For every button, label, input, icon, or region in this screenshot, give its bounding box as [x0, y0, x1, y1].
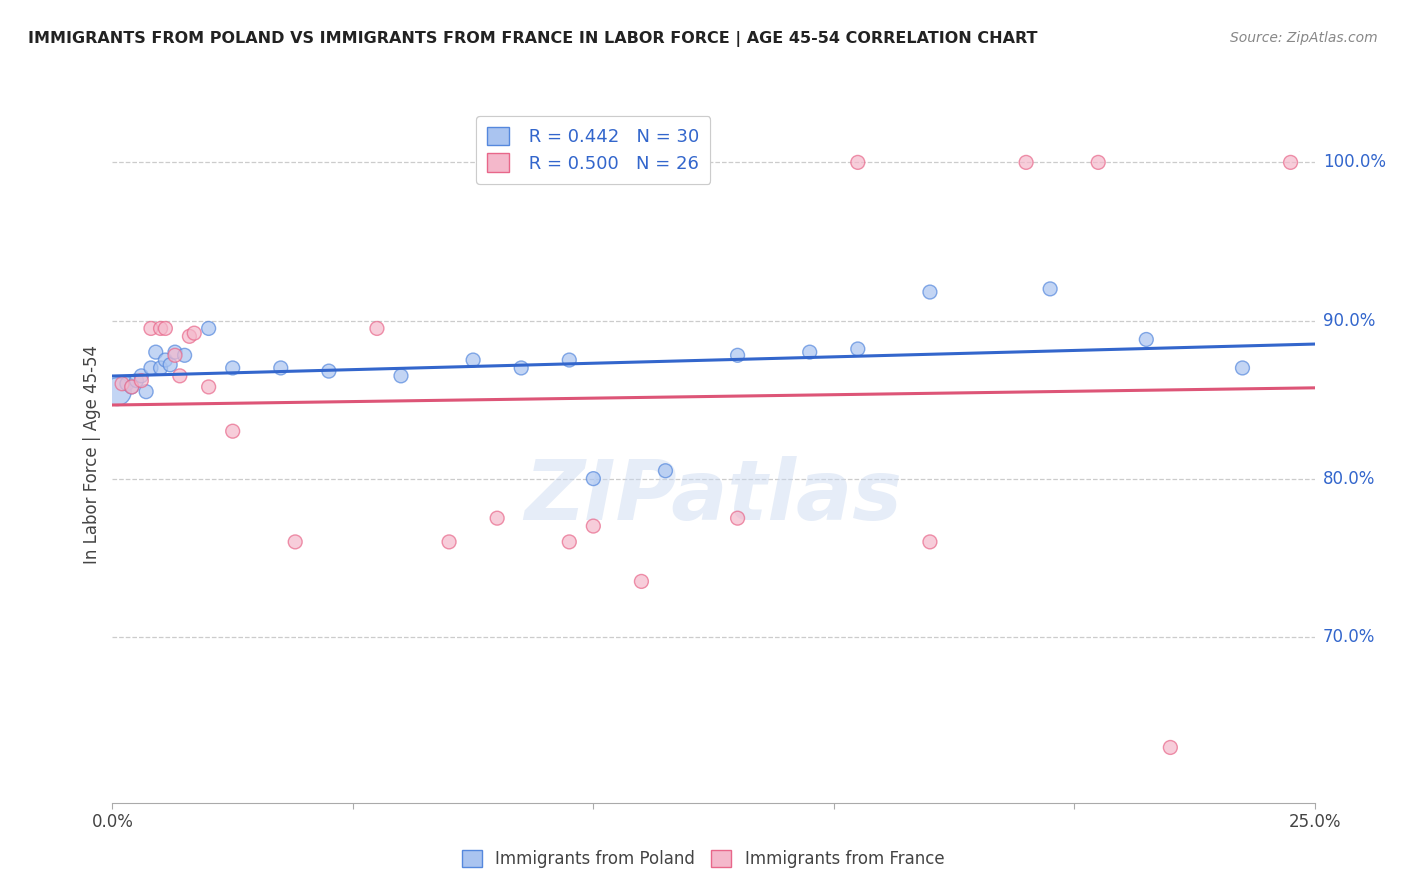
- Point: [125, 374, 148, 388]
- Point: [179, 329, 201, 343]
- Point: [163, 345, 186, 359]
- Point: [139, 321, 162, 335]
- Point: [918, 534, 941, 549]
- Point: [846, 155, 869, 169]
- Point: [510, 360, 533, 375]
- Point: [155, 353, 177, 368]
- Point: [163, 348, 186, 362]
- Point: [149, 321, 172, 335]
- Point: [284, 534, 307, 549]
- Point: [1279, 155, 1302, 169]
- Point: [197, 380, 219, 394]
- Point: [1039, 282, 1062, 296]
- Point: [461, 353, 484, 368]
- Point: [145, 345, 167, 359]
- Point: [727, 511, 749, 525]
- Y-axis label: In Labor Force | Age 45-54: In Labor Force | Age 45-54: [83, 345, 101, 565]
- Point: [111, 376, 134, 391]
- Point: [918, 285, 941, 299]
- Point: [131, 368, 153, 383]
- Text: IMMIGRANTS FROM POLAND VS IMMIGRANTS FROM FRANCE IN LABOR FORCE | AGE 45-54 CORR: IMMIGRANTS FROM POLAND VS IMMIGRANTS FRO…: [28, 31, 1038, 47]
- Text: 70.0%: 70.0%: [1323, 628, 1375, 646]
- Point: [727, 348, 749, 362]
- Legend:  R = 0.442   N = 30,  R = 0.500   N = 26: R = 0.442 N = 30, R = 0.500 N = 26: [477, 116, 710, 184]
- Point: [139, 360, 162, 375]
- Text: ZIPatlas: ZIPatlas: [524, 456, 903, 537]
- Point: [270, 360, 292, 375]
- Point: [437, 534, 460, 549]
- Text: 90.0%: 90.0%: [1323, 311, 1375, 329]
- Text: 100.0%: 100.0%: [1323, 153, 1386, 171]
- Point: [389, 368, 412, 383]
- Point: [1015, 155, 1038, 169]
- Point: [197, 321, 219, 335]
- Point: [558, 353, 581, 368]
- Point: [159, 358, 181, 372]
- Point: [169, 368, 191, 383]
- Point: [131, 374, 153, 388]
- Point: [558, 534, 581, 549]
- Point: [222, 360, 245, 375]
- Point: [1135, 333, 1157, 347]
- Point: [105, 384, 128, 399]
- Point: [630, 574, 652, 589]
- Point: [155, 321, 177, 335]
- Point: [846, 342, 869, 356]
- Text: Source: ZipAtlas.com: Source: ZipAtlas.com: [1230, 31, 1378, 45]
- Point: [149, 360, 172, 375]
- Point: [654, 464, 676, 478]
- Point: [222, 424, 245, 438]
- Point: [135, 384, 157, 399]
- Point: [582, 472, 605, 486]
- Point: [486, 511, 509, 525]
- Legend: Immigrants from Poland, Immigrants from France: Immigrants from Poland, Immigrants from …: [456, 843, 950, 875]
- Point: [1232, 360, 1254, 375]
- Point: [366, 321, 388, 335]
- Point: [121, 380, 143, 394]
- Point: [173, 348, 195, 362]
- Point: [1159, 740, 1181, 755]
- Point: [183, 326, 205, 340]
- Point: [318, 364, 340, 378]
- Point: [1087, 155, 1109, 169]
- Point: [115, 376, 138, 391]
- Point: [121, 380, 143, 394]
- Point: [799, 345, 821, 359]
- Point: [582, 519, 605, 533]
- Text: 80.0%: 80.0%: [1323, 470, 1375, 488]
